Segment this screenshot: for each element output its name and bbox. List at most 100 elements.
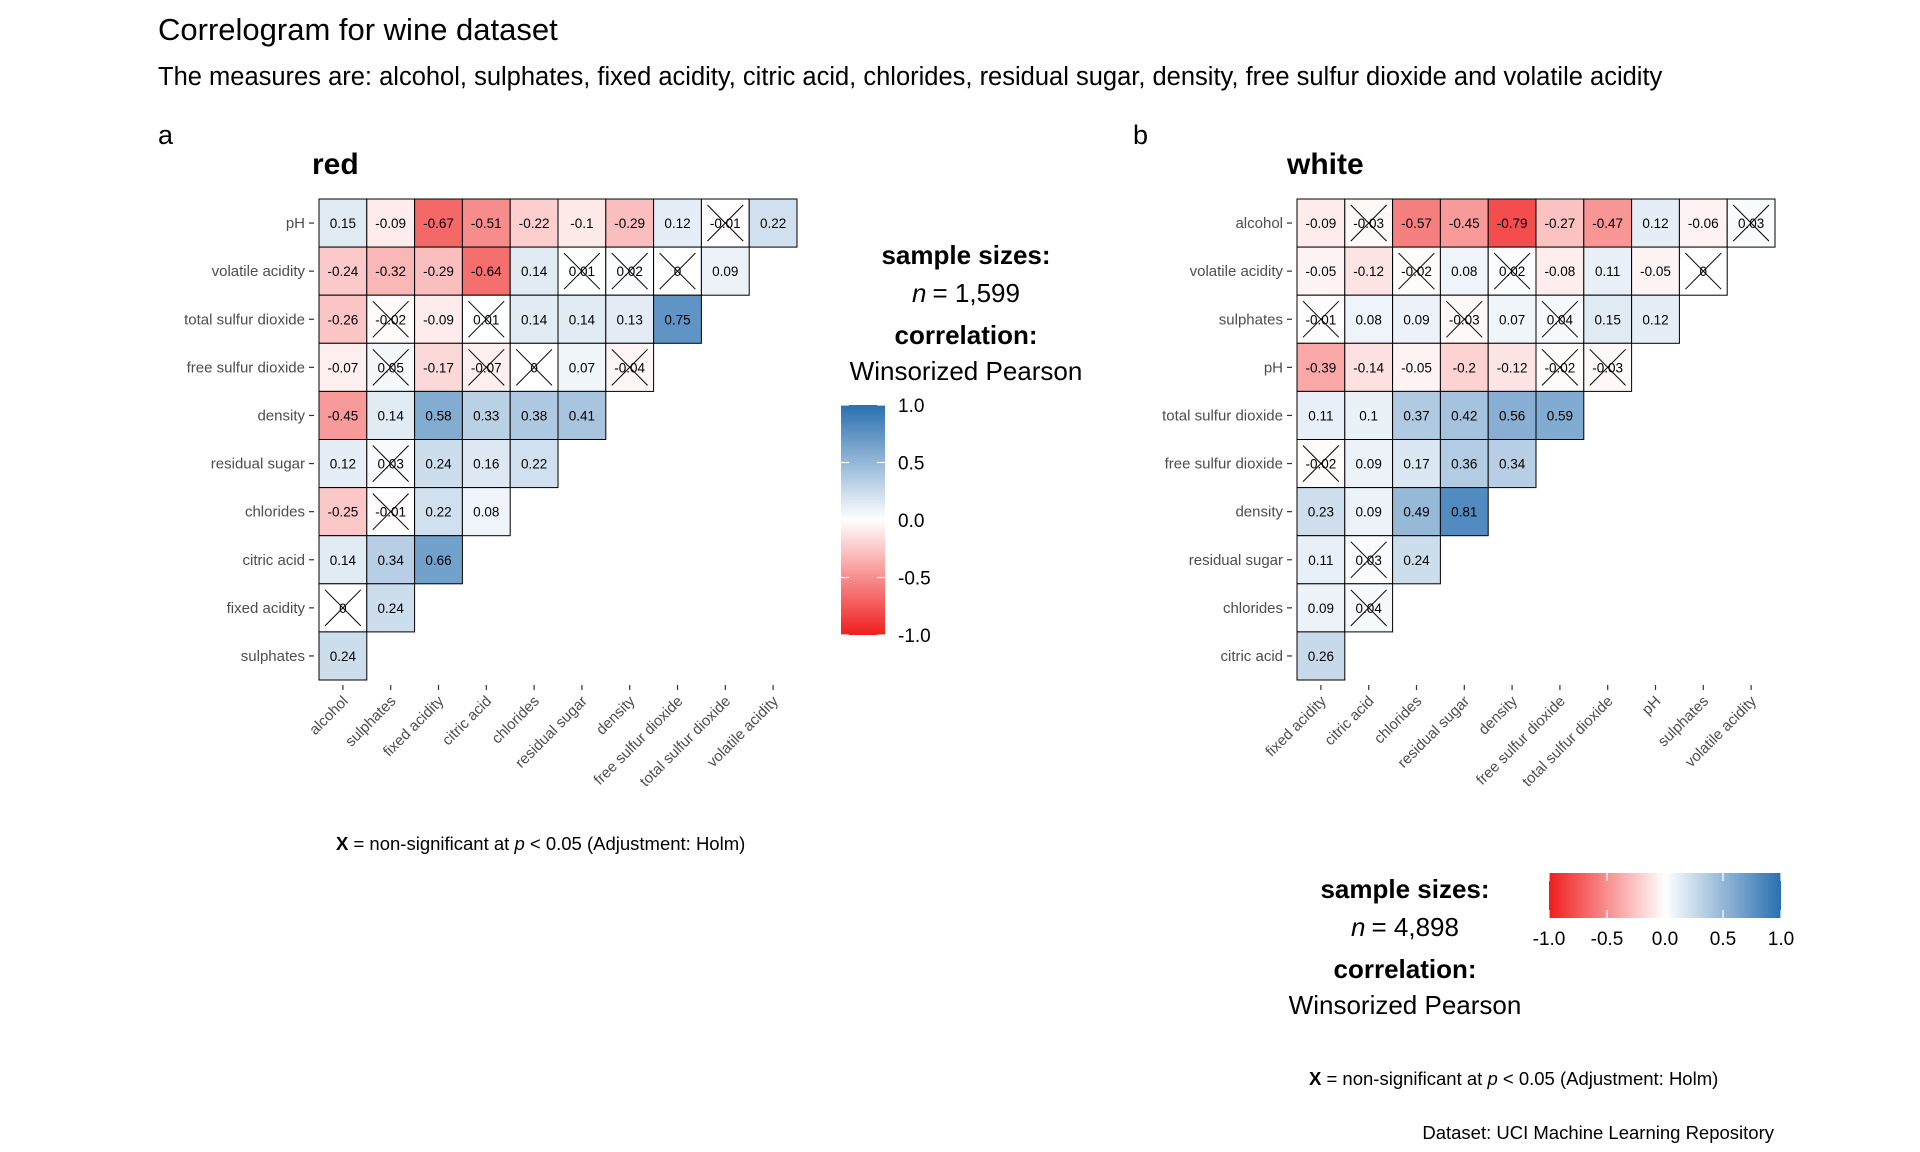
- panel-b-cell-value: 0.07: [1499, 312, 1525, 327]
- panel-b-cell-value: 0.59: [1547, 408, 1573, 423]
- panel-b-cell-value: 0.11: [1308, 408, 1333, 423]
- panel-b-nonsignificant-mark: [1493, 252, 1531, 290]
- panel-b-cell-value: 0.42: [1451, 408, 1477, 423]
- panel-a-cell-value: -0.45: [328, 408, 359, 423]
- panel-b-cell-value: 0.56: [1499, 408, 1525, 423]
- panel-b-row-label-total-sulfur-dioxide: total sulfur dioxide: [1162, 407, 1283, 424]
- panel-b-row-label-chlorides: chlorides: [1223, 600, 1283, 617]
- panel-b-row-label-residual-sugar: residual sugar: [1189, 552, 1283, 569]
- panel-a-cell-value: 0.13: [617, 312, 643, 327]
- panel-b-col-label-total-sulfur-dioxide: total sulfur dioxide: [1519, 693, 1617, 791]
- panel-a-cell-value: 0.14: [330, 553, 357, 568]
- panel-b-cell: [1439, 390, 1489, 440]
- panel-b-cell-value: -0.27: [1545, 216, 1576, 231]
- panel-b-col-label-ph: pH: [1639, 693, 1665, 719]
- panel-b-cell-value: 0.12: [1642, 312, 1668, 327]
- panel-a-cell: [605, 294, 655, 344]
- panel-b-cell: [1344, 439, 1394, 489]
- panel-a-nonsignificant-mark: [372, 445, 409, 482]
- panel-a-cell-value: -0.51: [471, 216, 502, 231]
- panel-b-row-label-volatile-acidity: volatile acidity: [1190, 263, 1284, 280]
- panel-b-colorbar-tick-label: 0.5: [1710, 929, 1736, 950]
- panel-a-title: red: [312, 148, 359, 181]
- panel-a-cell-value: 0.14: [378, 408, 405, 423]
- panel-a-cell-value: 0.16: [473, 457, 499, 472]
- panel-a-nonsignificant-mark: [324, 589, 362, 627]
- panel-b-correlation-label: correlation:: [1333, 954, 1476, 984]
- panel-b-heatmap: alcohol-0.09-0.03-0.57-0.45-0.79-0.27-0.…: [1162, 198, 1776, 791]
- panel-b-sample-size: n = 4,898: [1351, 912, 1459, 942]
- panel-a-nonsignificant-mark: [372, 348, 409, 386]
- panel-b-cell: [1439, 198, 1489, 248]
- panel-b-row-label-sulphates: sulphates: [1219, 311, 1283, 328]
- panel-b-cell: [1392, 390, 1441, 440]
- panel-a-row-label-density: density: [257, 407, 305, 424]
- figure-subtitle: The measures are: alcohol, sulphates, fi…: [158, 63, 1663, 91]
- panel-a-cell-value: -0.17: [423, 360, 454, 375]
- panel-a-cell-value: 0.24: [425, 457, 452, 472]
- panel-b-cell: [1296, 535, 1346, 585]
- panel-a-cell-value: 0.34: [378, 553, 405, 568]
- panel-b-nonsignificant-mark: [1541, 348, 1579, 386]
- panel-b-nonsignificant-mark: [1302, 445, 1340, 482]
- panel-b-cell-value: -0.57: [1401, 216, 1432, 231]
- panel-b-cell-value: 0.12: [1642, 216, 1668, 231]
- panel-a-row-label-free-sulfur-dioxide: free sulfur dioxide: [187, 359, 305, 376]
- panel-a-cell-value: 0.41: [569, 408, 595, 423]
- panel-a-cell-value: -0.09: [423, 312, 454, 327]
- panel-b-nonsignificant-mark: [1685, 252, 1722, 290]
- panel-a-cell: [366, 390, 416, 440]
- panel-a-colorbar-tick-label: 0.0: [898, 511, 924, 532]
- panel-b-cell-value: -0.05: [1401, 360, 1432, 375]
- panel-b-nonsignificant-mark: [1732, 204, 1770, 242]
- panel-a-nonsignificant-mark: [372, 300, 409, 338]
- panel-b-row-label-free-sulfur-dioxide: free sulfur dioxide: [1165, 456, 1283, 473]
- panel-b-nonsignificant-mark: [1350, 589, 1387, 627]
- panel-b-cell-value: 0.08: [1356, 312, 1382, 327]
- panel-a-cell: [557, 198, 607, 248]
- panel-a-cell-value: 0.22: [760, 216, 786, 231]
- panel-b-cell-value: -0.2: [1453, 360, 1476, 375]
- panel-b-cell-value: 0.11: [1308, 553, 1333, 568]
- panel-a-cell-value: 0.08: [473, 505, 499, 520]
- panel-b-cell-value: 0.37: [1403, 408, 1429, 423]
- panel-a-correlation-label: correlation:: [894, 320, 1037, 350]
- panel-a-cell-value: 0.07: [569, 360, 595, 375]
- panel-a-tag: a: [158, 120, 174, 150]
- panel-a-cell-value: 0.14: [569, 312, 596, 327]
- panel-a-cell: [461, 487, 511, 537]
- panel-a-cell: [318, 631, 368, 681]
- panel-a-legend: sample sizes: n = 1,599 correlation: Wins…: [841, 240, 1082, 647]
- panel-a-cell: [509, 246, 559, 296]
- panel-b-cell-value: 0.09: [1356, 505, 1382, 520]
- panel-a-cell: [557, 342, 607, 392]
- panel-b-cell: [1631, 246, 1680, 296]
- panel-a-row-label-sulphates: sulphates: [241, 648, 305, 665]
- panel-a-cell-value: -0.25: [328, 505, 359, 520]
- panel-a-colorbar-ticks: 1.0 0.5 0.0 -0.5 -1.0: [841, 396, 931, 647]
- panel-b-tag: b: [1133, 120, 1148, 150]
- panel-a-cell: [414, 535, 463, 585]
- panel-b-cell: [1296, 390, 1346, 440]
- panel-b-nonsignificant-mark: [1350, 541, 1387, 579]
- panel-a-cell: [509, 439, 559, 489]
- panel-a-row-label-volatile-acidity: volatile acidity: [212, 263, 306, 280]
- panel-b-colorbar-tick-label: 1.0: [1768, 929, 1794, 950]
- panel-a-nonsignificant-mark: [468, 300, 505, 338]
- panel-b-row-label-citric-acid: citric acid: [1220, 648, 1283, 665]
- panel-a-cell: [414, 390, 463, 440]
- panel-a-nonsignificant-mark: [659, 252, 696, 290]
- panel-b-cell-value: -0.09: [1306, 216, 1337, 231]
- panel-a-cell-value: 0.09: [712, 264, 738, 279]
- panel-a-cell: [366, 198, 416, 248]
- panel-b-cell-value: -0.45: [1449, 216, 1480, 231]
- panel-b-cell-value: -0.06: [1688, 216, 1719, 231]
- panel-a-colorbar-tick-label: 0.5: [898, 454, 924, 475]
- panel-b-cell: [1535, 390, 1585, 440]
- panel-a-cell: [461, 390, 511, 440]
- panel-a-cell: [318, 487, 368, 537]
- panel-b-cell-value: -0.12: [1353, 264, 1384, 279]
- panel-a-cell: [509, 390, 559, 440]
- panel-a-cell-value: -0.26: [328, 312, 359, 327]
- panel-a-col-label-alcohol: alcohol: [306, 693, 352, 739]
